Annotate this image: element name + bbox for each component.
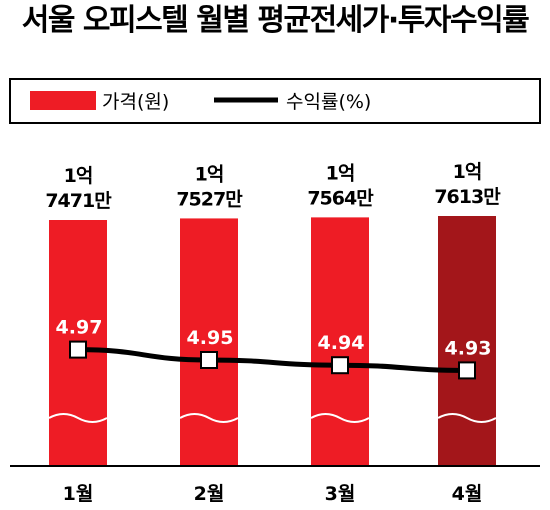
yield-label-3: 4.94 <box>318 332 365 354</box>
bar-break-2 <box>179 413 239 423</box>
bar-label-top-4: 1억 <box>453 161 482 183</box>
x-axis: 1월 2월 3월 4월 <box>10 465 540 505</box>
chart-title: 서울 오피스텔 월별 평균전세가·투자수익률 <box>21 3 530 38</box>
bar-label-top-1: 1억 <box>64 165 93 187</box>
yield-label-2: 4.95 <box>187 327 234 349</box>
bar-4 <box>438 216 496 466</box>
x-tick-label-1: 1월 <box>63 483 94 505</box>
legend: 가격(원) 수익률(%) <box>9 78 541 124</box>
legend-frame <box>9 78 541 124</box>
legend-label-yield: 수익률(%) <box>286 91 371 113</box>
bar-label-top-2: 1억 <box>195 163 224 185</box>
bar-label-bottom-4: 7613만 <box>434 186 501 208</box>
yield-point-3 <box>331 356 349 375</box>
yield-line <box>77 347 468 373</box>
bar-break-4 <box>437 413 497 423</box>
bar-label-top-3: 1억 <box>326 162 355 184</box>
legend-label-price: 가격(원) <box>102 91 169 113</box>
yield-label-4: 4.93 <box>445 337 492 359</box>
bar-label-bottom-3: 7564만 <box>307 187 374 209</box>
bar-label-bottom-2: 7527만 <box>176 188 243 210</box>
bars-layer: 1억 7471만 1억 7527만 1억 7564만 1억 7613만 <box>45 161 502 466</box>
yield-point-4 <box>458 361 476 380</box>
bar-break-1 <box>48 413 108 423</box>
bar-label-bottom-1: 7471만 <box>45 190 112 212</box>
x-tick-label-4: 4월 <box>452 483 483 505</box>
legend-swatch-bar <box>30 91 96 110</box>
bar-3 <box>311 217 369 466</box>
x-tick-label-2: 2월 <box>194 483 225 505</box>
bar-2 <box>180 218 238 466</box>
yield-label-1: 4.97 <box>56 317 103 339</box>
x-tick-label-3: 3월 <box>325 483 356 505</box>
bar-break-3 <box>310 413 370 423</box>
yield-point-1 <box>69 340 87 359</box>
yield-point-2 <box>200 351 218 369</box>
line-layer: 4.97 4.95 4.94 4.93 <box>56 317 492 380</box>
